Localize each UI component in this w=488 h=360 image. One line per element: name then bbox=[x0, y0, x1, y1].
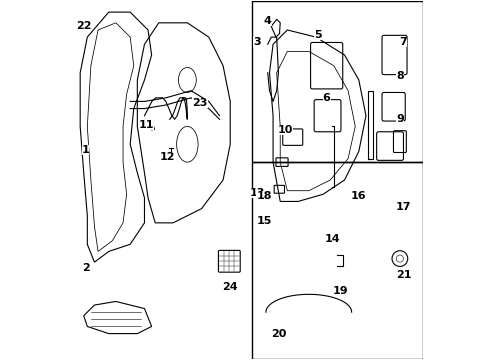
Text: 3: 3 bbox=[253, 37, 260, 48]
Text: 4: 4 bbox=[263, 16, 271, 26]
Text: 24: 24 bbox=[222, 282, 238, 292]
Text: 23: 23 bbox=[192, 98, 207, 108]
Text: 2: 2 bbox=[81, 262, 89, 273]
Text: 17: 17 bbox=[395, 202, 410, 212]
Text: 20: 20 bbox=[270, 329, 285, 339]
Text: 5: 5 bbox=[313, 30, 321, 40]
Text: 6: 6 bbox=[322, 93, 330, 103]
Text: 22: 22 bbox=[76, 21, 91, 31]
Text: 15: 15 bbox=[256, 216, 271, 226]
Text: 14: 14 bbox=[324, 234, 339, 244]
Text: 7: 7 bbox=[399, 37, 407, 48]
Text: 21: 21 bbox=[395, 270, 410, 280]
Bar bbox=[251, 162, 422, 359]
Text: 13: 13 bbox=[249, 188, 264, 198]
Text: 10: 10 bbox=[277, 125, 293, 135]
Text: 8: 8 bbox=[395, 71, 403, 81]
Text: 11: 11 bbox=[138, 120, 154, 130]
Text: 19: 19 bbox=[332, 286, 348, 296]
Text: 12: 12 bbox=[160, 152, 175, 162]
Text: 16: 16 bbox=[350, 191, 366, 201]
Text: 18: 18 bbox=[256, 191, 271, 201]
Bar bbox=[251, 1, 422, 162]
Text: 1: 1 bbox=[81, 145, 89, 155]
Text: 9: 9 bbox=[395, 114, 403, 124]
